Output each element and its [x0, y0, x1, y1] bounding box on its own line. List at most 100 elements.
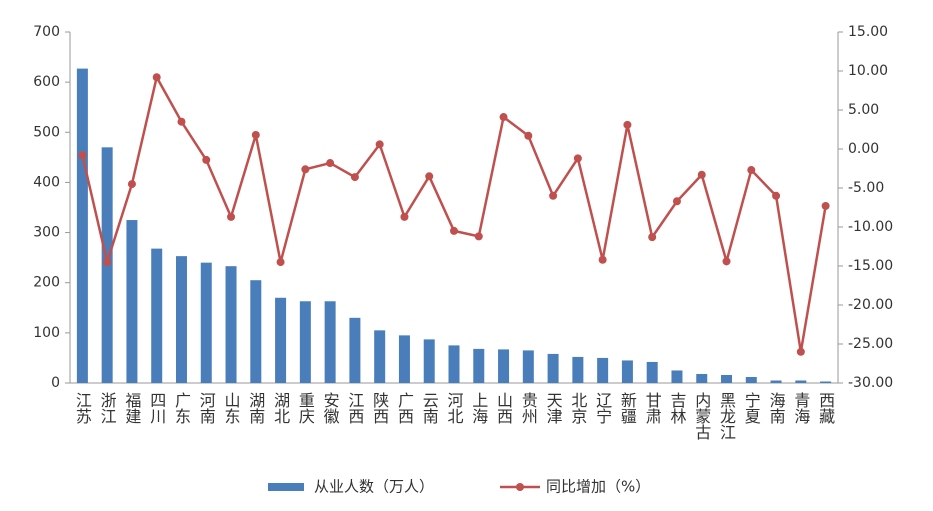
line-marker	[747, 166, 756, 175]
bar	[572, 356, 584, 383]
line-marker	[375, 140, 384, 149]
y2-tick-label: -10.00	[848, 219, 893, 235]
x-tick-label: 云南	[420, 392, 439, 424]
line-marker	[796, 347, 805, 356]
y2-tick-label: -15.00	[848, 258, 893, 274]
legend-label: 同比增加（%）	[546, 478, 650, 496]
bar	[126, 220, 138, 383]
line-marker	[227, 212, 236, 221]
x-tick-label: 上海	[469, 392, 488, 424]
y2-tick-label: 0.00	[848, 141, 879, 157]
line-marker	[276, 258, 285, 267]
x-tick-label: 安徽	[321, 392, 340, 424]
y-tick-label: 0	[51, 375, 60, 391]
y-tick-label: 200	[33, 275, 60, 291]
bar	[696, 373, 708, 383]
bar	[745, 376, 757, 383]
y2-tick-label: -20.00	[848, 297, 893, 313]
bar	[621, 360, 633, 383]
bar	[349, 317, 361, 383]
x-tick-label: 西藏	[816, 392, 835, 425]
line-marker	[326, 159, 335, 168]
line-marker	[499, 113, 508, 122]
x-tick-label: 河北	[445, 392, 464, 424]
bar	[448, 345, 460, 383]
bar	[275, 297, 287, 383]
x-tick-label: 江苏	[73, 392, 92, 425]
line-marker	[202, 155, 211, 164]
line-marker	[425, 172, 434, 181]
y2-tick-label: -5.00	[848, 180, 884, 196]
line-marker	[474, 232, 483, 241]
line-marker	[301, 165, 310, 174]
line-marker	[549, 191, 558, 200]
x-tick-label: 广东	[172, 392, 191, 424]
line-marker	[672, 197, 681, 206]
bar	[423, 339, 435, 383]
y2-tick-label: 10.00	[848, 63, 888, 79]
line-marker	[573, 154, 582, 163]
x-tick-label: 山西	[494, 392, 513, 424]
line-marker	[400, 212, 409, 221]
y-tick-label: 600	[33, 74, 60, 90]
bar	[671, 370, 683, 383]
line-marker	[450, 226, 458, 235]
x-tick-label: 青海	[791, 392, 810, 424]
bar	[76, 68, 88, 384]
bar	[299, 301, 311, 383]
x-tick-label: 甘肃	[643, 392, 662, 424]
legend-swatch	[268, 483, 304, 491]
bar	[200, 262, 212, 383]
bar	[522, 350, 534, 383]
x-tick-label: 黑龙江	[717, 392, 736, 440]
y-tick-label: 400	[33, 174, 60, 190]
bar	[795, 380, 807, 383]
bar	[597, 357, 609, 383]
bar	[225, 266, 237, 383]
y-tick-label: 500	[33, 124, 60, 140]
x-tick-label: 重庆	[296, 392, 315, 424]
y2-tick-label: 5.00	[848, 102, 879, 118]
x-tick-label: 新疆	[618, 392, 637, 424]
bar	[498, 349, 510, 383]
x-tick-label: 湖北	[271, 392, 290, 424]
y2-tick-label: 15.00	[848, 24, 888, 40]
line-marker	[152, 73, 161, 82]
bar	[820, 381, 832, 383]
line-marker	[251, 130, 260, 139]
line-marker	[772, 191, 781, 200]
line	[81, 73, 827, 353]
x-tick-label: 山东	[222, 392, 241, 424]
line-marker	[697, 170, 706, 179]
line-marker	[127, 180, 136, 189]
x-tick-label: 湖南	[246, 392, 265, 424]
bar	[547, 353, 559, 383]
y2-tick-label: -30.00	[848, 375, 893, 391]
x-tick-label: 海南	[767, 392, 786, 424]
bar	[374, 330, 386, 383]
x-tick-label: 广西	[395, 392, 414, 424]
y-tick-label: 100	[33, 325, 60, 341]
line-marker	[821, 201, 830, 210]
x-tick-label: 吉林	[667, 392, 686, 424]
line-marker	[350, 173, 359, 182]
line-marker	[722, 257, 731, 266]
y-tick-label: 700	[33, 24, 60, 40]
bar	[473, 348, 485, 383]
x-tick-label: 四川	[147, 392, 166, 424]
x-tick-label: 江西	[345, 392, 364, 424]
y2-tick-label: -25.00	[848, 336, 893, 352]
legend-label: 从业人数（万人）	[314, 478, 434, 496]
bar	[721, 374, 733, 383]
x-tick-label: 福建	[122, 392, 141, 424]
bar	[646, 361, 658, 383]
x-tick-label: 辽宁	[593, 392, 612, 424]
bar	[398, 335, 410, 383]
bar	[324, 301, 336, 383]
x-tick-label: 浙江	[98, 392, 117, 424]
line-marker	[623, 120, 632, 129]
legend-swatch	[516, 483, 524, 491]
x-tick-label: 河南	[197, 392, 216, 424]
line-marker	[524, 131, 533, 140]
